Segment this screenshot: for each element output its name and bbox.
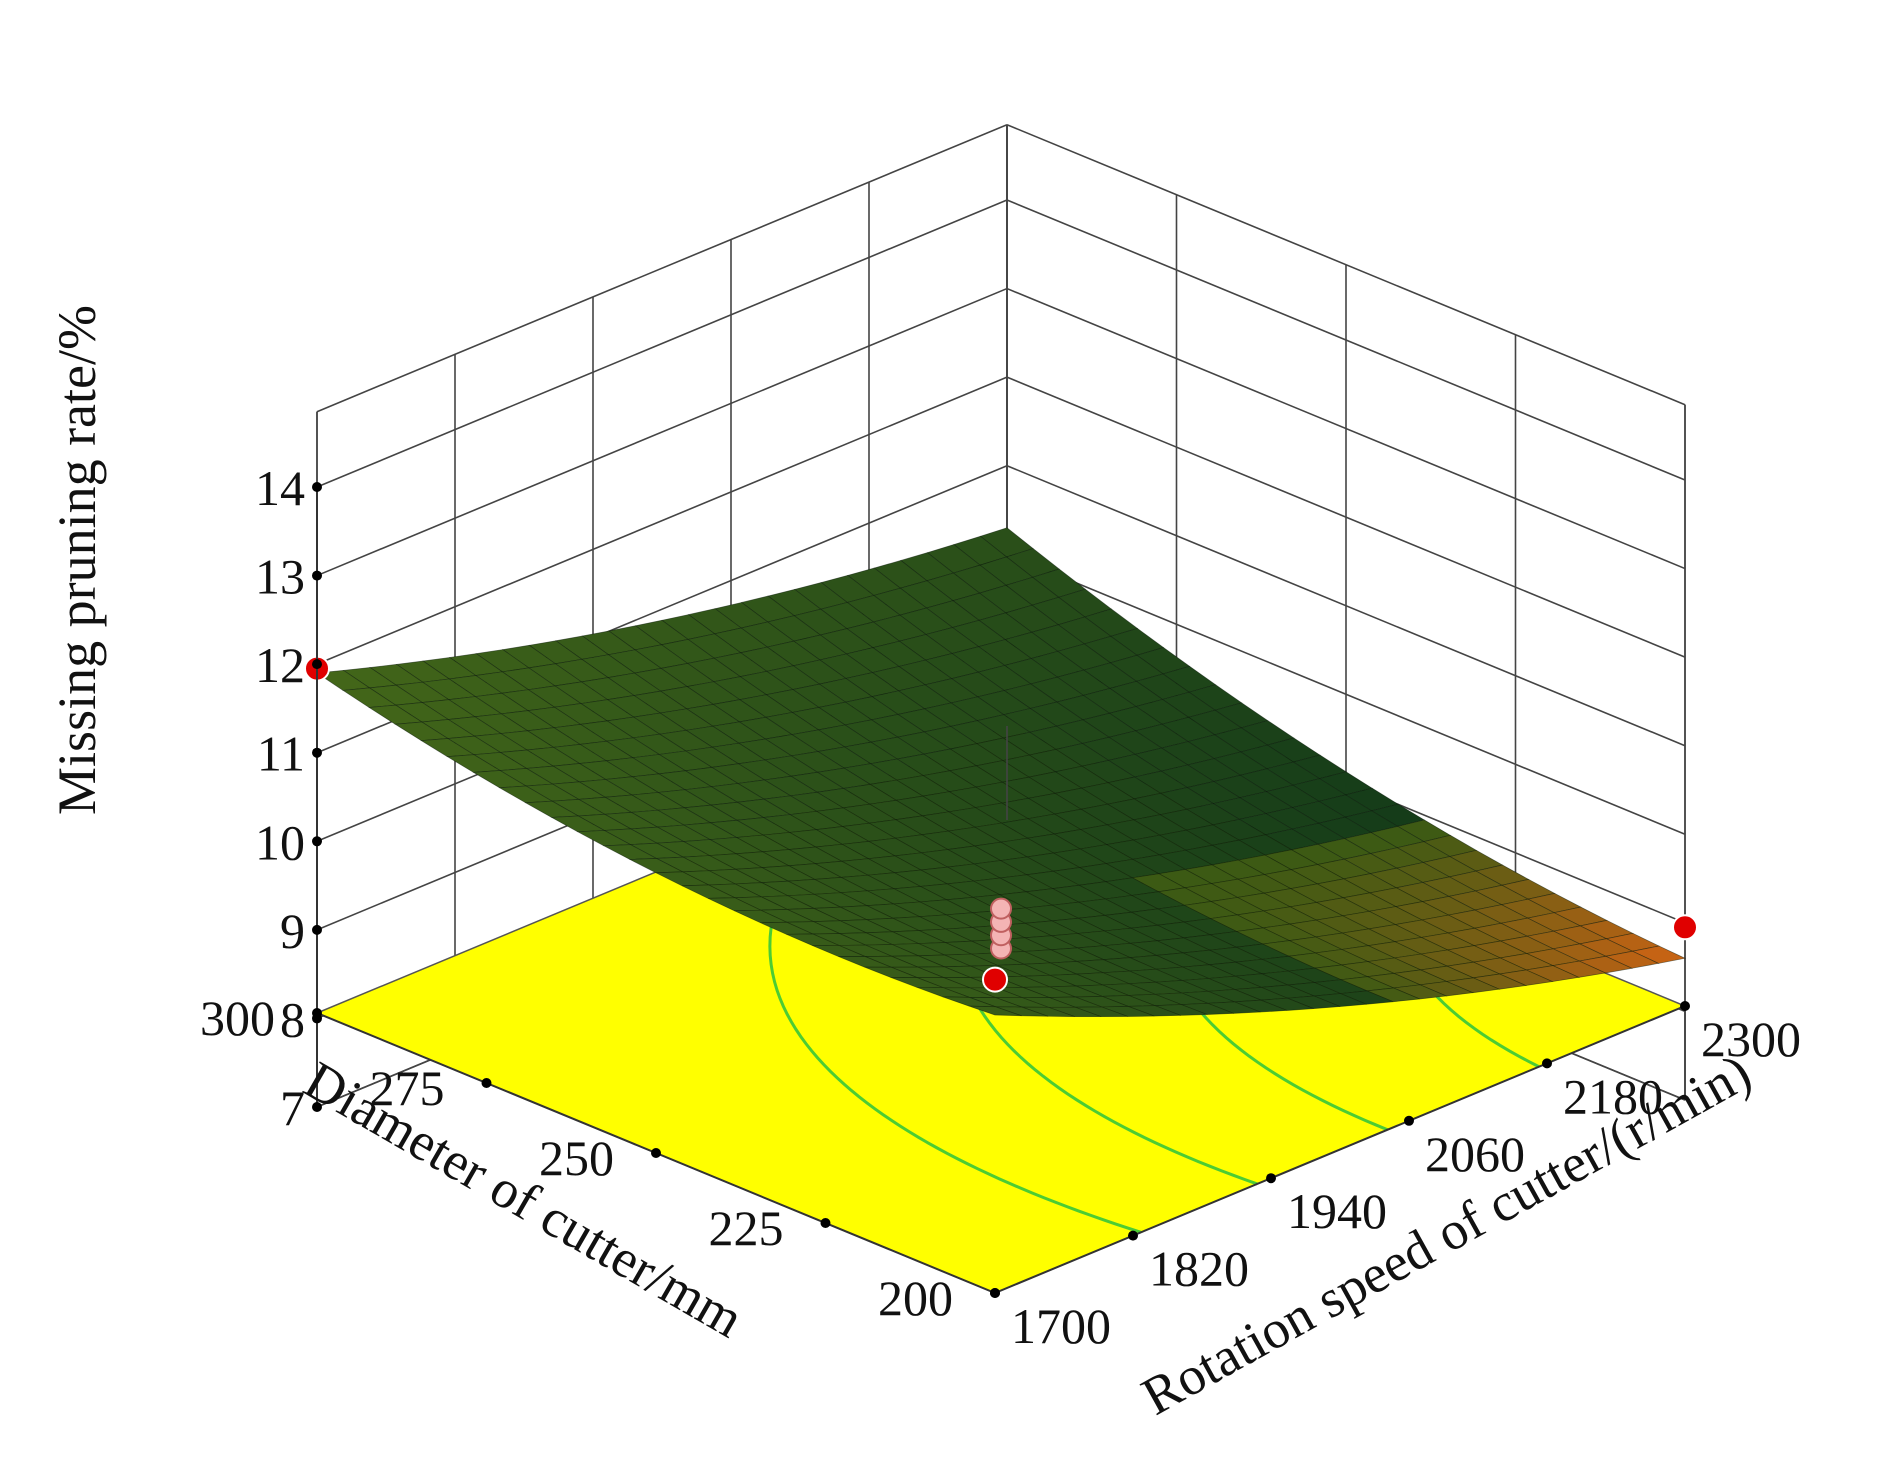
z-tick-mark	[312, 1102, 322, 1112]
x-tick-label: 225	[709, 1200, 784, 1256]
z-tick-mark	[312, 1013, 322, 1024]
z-tick-label: 10	[255, 814, 305, 870]
z-tick-mark	[312, 836, 322, 847]
y-tick-label: 1820	[1149, 1241, 1249, 1297]
x-tick-label: 200	[878, 1270, 953, 1326]
response-surface	[315, 527, 1687, 1018]
z-tick-label: 13	[255, 549, 305, 605]
z-tick-mark	[312, 747, 322, 758]
z-gridline-left	[316, 376, 1008, 665]
z-tick-mark	[312, 924, 322, 935]
design-point	[1672, 914, 1698, 941]
z-gridline-left	[316, 199, 1008, 488]
y-tick-mark	[1404, 1115, 1414, 1126]
tick-labels: 200 225 250 275 300 1700 1820 1940 2060 2180 2300 7…	[200, 460, 1801, 1354]
y-tick-label: 1940	[1287, 1183, 1387, 1239]
z-tick-mark	[312, 659, 322, 670]
x-tick-label: 250	[539, 1130, 614, 1186]
z-tick-label: 12	[255, 637, 305, 693]
z-tick-label: 14	[255, 460, 305, 516]
x-tick-mark	[651, 1148, 661, 1158]
y-axis-line	[994, 1005, 1686, 1294]
z-tick-label: 8	[280, 991, 305, 1047]
y-tick-label: 1700	[1011, 1298, 1111, 1354]
y-tick-label: 2060	[1425, 1126, 1525, 1182]
design-point	[982, 966, 1008, 993]
y-tick-mark	[1266, 1173, 1276, 1184]
x-tick-label: 275	[370, 1060, 445, 1116]
x-tick-mark	[481, 1078, 492, 1088]
surface-patch	[968, 1005, 1022, 1017]
y-tick-mark	[1128, 1230, 1138, 1241]
x-tick-label: 300	[200, 990, 275, 1046]
design-point	[990, 897, 1012, 920]
z-axis-title: Missing pruning rate/%	[47, 305, 107, 815]
y-tick-mark	[990, 1288, 1000, 1298]
z-tick-label: 7	[280, 1080, 305, 1136]
y-tick-label: 2180	[1563, 1068, 1663, 1124]
y-tick-mark	[1542, 1058, 1552, 1069]
axes	[312, 482, 1690, 1298]
z-tick-label: 9	[280, 903, 305, 959]
z-tick-label: 11	[257, 726, 305, 782]
y-tick-mark	[1680, 1001, 1690, 1011]
z-gridline-left	[316, 287, 1008, 577]
z-tick-mark	[312, 482, 322, 492]
left-wall-edge	[316, 123, 1008, 413]
x-tick-mark	[820, 1218, 831, 1228]
y-tick-label: 2300	[1701, 1011, 1801, 1067]
z-tick-mark	[312, 570, 322, 581]
